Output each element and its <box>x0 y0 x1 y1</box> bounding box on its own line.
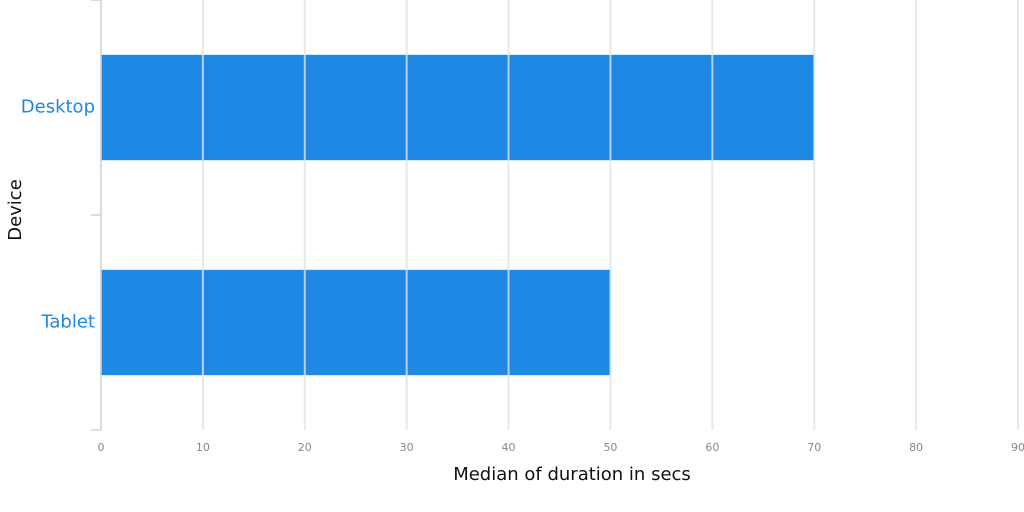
x-tick-label: 10 <box>196 441 210 454</box>
x-tick-label: 0 <box>98 441 105 454</box>
x-tick-label: 20 <box>298 441 312 454</box>
x-tick-label: 50 <box>603 441 617 454</box>
y-tick-label: Desktop <box>21 97 95 118</box>
bar <box>101 54 815 161</box>
x-tick-label: 40 <box>502 441 516 454</box>
x-tick-label: 70 <box>807 441 821 454</box>
y-tick-label: Tablet <box>40 312 95 333</box>
x-axis-title: Median of duration in secs <box>453 464 691 485</box>
x-tick-label: 30 <box>400 441 414 454</box>
x-tick-label: 80 <box>909 441 923 454</box>
y-axis-title: Device <box>5 179 26 241</box>
x-tick-label: 60 <box>705 441 719 454</box>
x-tick-label: 90 <box>1011 441 1024 454</box>
bar <box>101 269 611 376</box>
